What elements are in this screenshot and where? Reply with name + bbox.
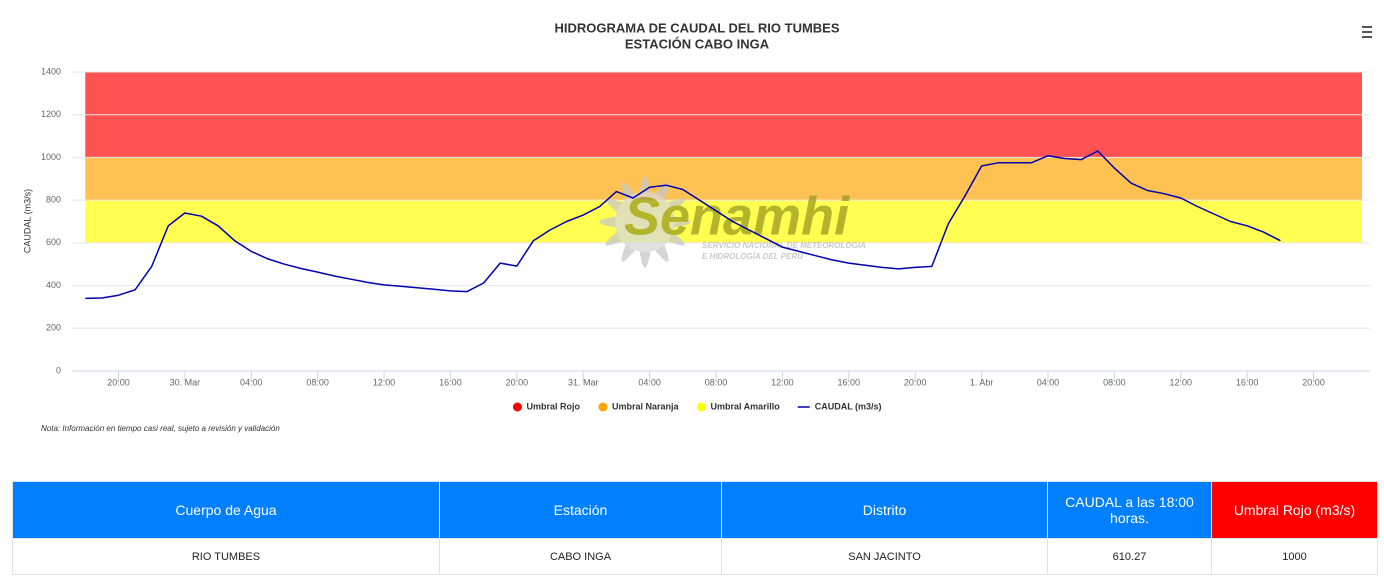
x-tick-label: 12:00 — [771, 377, 794, 387]
legend-label: CAUDAL (m3/s) — [815, 401, 882, 411]
legend-item: Umbral Amarillo — [697, 401, 781, 412]
watermark-ray — [605, 232, 623, 246]
header-cell: Umbral Rojo (m3/s) — [1211, 481, 1378, 539]
watermark-name: Senamhi — [624, 186, 850, 246]
legend-item: Umbral Rojo — [512, 401, 580, 412]
x-tick-label: 20:00 — [904, 377, 927, 387]
x-tick-label: 04:00 — [1037, 377, 1060, 387]
y-tick-label: 1000 — [41, 152, 61, 162]
legend-item: Umbral Naranja — [598, 401, 680, 412]
watermark-line: E HIDROLOGÍA DEL PERÚ — [702, 252, 803, 261]
x-tick-label: 20:00 — [1302, 377, 1325, 387]
cell: RIO TUMBES — [12, 538, 440, 575]
watermark-ray — [674, 216, 691, 228]
y-tick-label: 1200 — [41, 109, 61, 119]
chart-title: HIDROGRAMA DE CAUDAL DEL RIO TUMBES — [554, 20, 839, 35]
x-tick-label: 12:00 — [1170, 377, 1193, 387]
data-line — [85, 150, 1281, 300]
y-tick-label: 800 — [46, 195, 61, 205]
x-tick-label: 16:00 — [439, 377, 462, 387]
watermark-ray — [655, 244, 669, 262]
watermark-ray — [667, 232, 685, 246]
x-tick-label: 20:00 — [506, 377, 529, 387]
watermark-ray — [621, 244, 635, 262]
header-cell: Distrito — [721, 481, 1048, 539]
cell: SAN JACINTO — [721, 538, 1048, 575]
legend-symbol — [512, 402, 522, 412]
x-tick-label: 1. Abr — [970, 377, 994, 387]
header-cell: Cuerpo de Agua — [12, 481, 440, 539]
threshold-band — [85, 157, 1362, 201]
y-tick-label: 600 — [46, 237, 61, 247]
cell: 610.27 — [1047, 538, 1212, 575]
table-row: RIO TUMBES CABO INGA SAN JACINTO 610.27 … — [12, 538, 1378, 575]
x-tick-label: 31. Mar — [568, 377, 599, 387]
y-axis-label: CAUDAL (m3/s) — [22, 189, 32, 253]
y-tick-label: 0 — [56, 365, 61, 375]
chart: HIDROGRAMA DE CAUDAL DEL RIO TUMBES ESTA… — [22, 20, 1372, 433]
threshold-band — [85, 200, 1362, 243]
header-cell: Estación — [439, 481, 722, 539]
x-tick-label: 08:00 — [1103, 377, 1126, 387]
y-tick-label: 200 — [46, 323, 61, 333]
legend-item: CAUDAL (m3/s) — [797, 401, 882, 411]
x-tick-label: 12:00 — [373, 377, 396, 387]
x-tick-label: 04:00 — [638, 377, 661, 387]
x-tick-label: 04:00 — [240, 377, 263, 387]
x-tick-label: 08:00 — [306, 377, 329, 387]
data-table: Cuerpo de Agua Estación Distrito CAUDAL … — [12, 481, 1378, 575]
watermark-ray — [655, 182, 669, 200]
x-tick-label: 20:00 — [107, 377, 130, 387]
header-cell: CAUDAL a las 18:00 horas. — [1047, 481, 1212, 539]
legend: Umbral Rojo Umbral Naranja Umbral Amarillo… — [512, 401, 882, 412]
table-header: Cuerpo de Agua Estación Distrito CAUDAL … — [12, 481, 1378, 539]
x-tick-label: 08:00 — [705, 377, 728, 387]
x-tick-label: 16:00 — [1236, 377, 1259, 387]
watermark-ray — [599, 216, 616, 228]
cell: 1000 — [1211, 538, 1378, 575]
x-tick-label: 30. Mar — [170, 377, 201, 387]
cell: CABO INGA — [439, 538, 722, 575]
legend-symbol — [598, 402, 608, 412]
watermark-ray — [605, 198, 623, 212]
watermark-ray — [639, 251, 651, 268]
y-tick-label: 400 — [46, 280, 61, 290]
legend-label: Umbral Naranja — [612, 401, 680, 411]
y-tick-label: 1400 — [41, 66, 61, 76]
x-tick-label: 16:00 — [838, 377, 861, 387]
chart-subtitle: ESTACIÓN CABO INGA — [625, 36, 770, 51]
note: Nota: Información en tiempo casi real, s… — [41, 424, 280, 433]
watermark-sun — [615, 192, 675, 252]
legend-label: Umbral Amarillo — [711, 401, 781, 411]
watermark-ray — [667, 198, 685, 212]
watermark-line: SERVICIO NACIONAL DE METEOROLOGIA — [702, 241, 866, 250]
legend-label: Umbral Rojo — [526, 401, 580, 411]
legend-symbol — [697, 402, 707, 412]
menu-icon[interactable] — [1362, 26, 1372, 38]
